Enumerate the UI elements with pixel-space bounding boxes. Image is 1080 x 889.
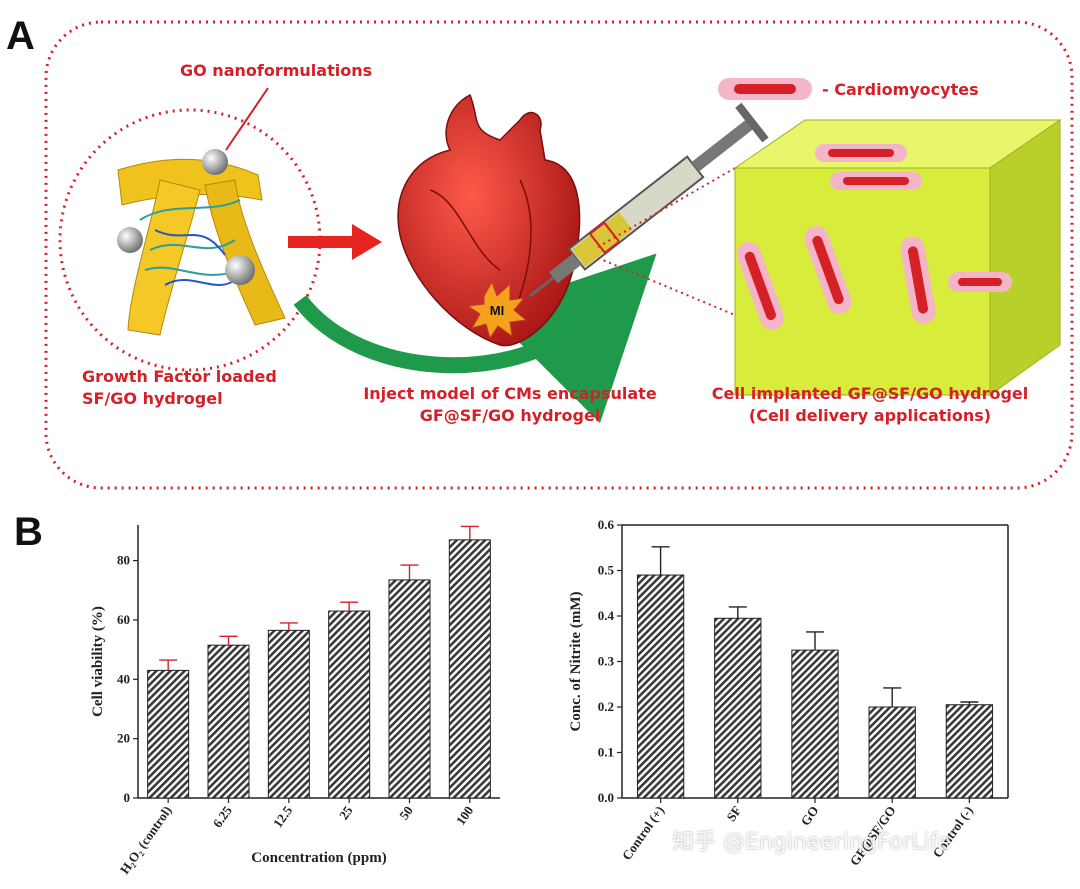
y-tick-label: 80 (117, 553, 130, 568)
y-tick-label: 0.4 (598, 608, 615, 623)
x-axis-title: Concentration (ppm) (251, 850, 386, 866)
y-axis-title: Conc. of Nitrite (mM) (568, 592, 584, 732)
mid-caption-line-2: GF@SF/GO hydrogel (419, 406, 601, 425)
hydrogel-illustration (117, 149, 286, 336)
y-tick-label: 0.1 (598, 745, 614, 760)
bar (714, 617, 762, 799)
x-tick-label: 100 (453, 803, 476, 828)
x-tick-label: H₂O₂ (control) (117, 803, 175, 877)
y-tick-label: 0 (124, 790, 131, 805)
cell-viability-chart: 0 20 40 60 80 H₂O₂ (control) 6.25 12.5 25 50 100 Ce… (90, 525, 500, 877)
bar (945, 704, 994, 799)
y-tick-label: 0.6 (598, 517, 615, 532)
heart-illustration: MI (397, 93, 581, 347)
syringe-illustration (528, 102, 769, 298)
cardiomyocyte-legend-icon (718, 78, 812, 100)
zoom-line-bottom (597, 257, 736, 316)
left-caption-line-1: Growth Factor loaded (82, 367, 277, 386)
y-tick-label: 0.5 (598, 563, 615, 578)
bar (328, 610, 371, 799)
y-axis-title: Cell viability (%) (90, 606, 106, 717)
bar (448, 539, 491, 799)
x-tick-label: 6.25 (210, 803, 236, 831)
panel-b-letter: B (14, 510, 43, 554)
bar (207, 644, 250, 799)
y-tick-label: 0.0 (598, 790, 614, 805)
right-caption: Cell implanted GF@SF/GO hydrogel (Cell d… (700, 383, 1040, 427)
mid-caption-line-1: Inject model of CMs encapsulate (363, 384, 657, 403)
x-tick-label: 50 (396, 803, 416, 822)
hydrogel-cube (733, 119, 1062, 396)
y-tick-label: 40 (117, 671, 130, 686)
cardiomyocytes-legend-label: - Cardiomyocytes (822, 80, 979, 99)
x-tick-label: 12.5 (270, 803, 296, 831)
bar (147, 669, 190, 799)
right-caption-line-1: Cell implanted GF@SF/GO hydrogel (711, 384, 1029, 403)
y-tick-label: 0.2 (598, 699, 614, 714)
bar (636, 574, 685, 799)
left-caption: Growth Factor loaded SF/GO hydrogel (82, 366, 277, 410)
y-tick-label: 60 (117, 612, 130, 627)
watermark: 知乎 @EngineeringForLife (672, 830, 952, 855)
x-tick-label: Control (+) (619, 803, 667, 863)
mi-label: MI (490, 303, 504, 318)
x-tick-label: 25 (336, 803, 356, 823)
hydrogel-circle (58, 108, 322, 372)
go-nanoformulations-label: GO nanoformulations (180, 61, 373, 80)
panel-a-letter: A (6, 14, 35, 58)
bar (267, 629, 310, 799)
y-tick-label: 20 (117, 731, 130, 746)
panel-a-illustration: MI (44, 20, 1074, 490)
x-tick-label: SF (723, 803, 744, 824)
bar (868, 706, 916, 799)
left-caption-line-2: SF/GO hydrogel (82, 389, 223, 408)
go-pointer-line (225, 87, 269, 151)
green-curved-arrow (293, 253, 657, 424)
zoom-line-top (597, 167, 736, 248)
right-caption-line-2: (Cell delivery applications) (748, 406, 992, 425)
y-tick-label: 0.3 (598, 654, 615, 669)
mid-caption: Inject model of CMs encapsulate GF@SF/GO… (340, 383, 680, 427)
bar (791, 649, 839, 799)
red-arrow-icon (288, 224, 382, 260)
bar (388, 579, 431, 799)
